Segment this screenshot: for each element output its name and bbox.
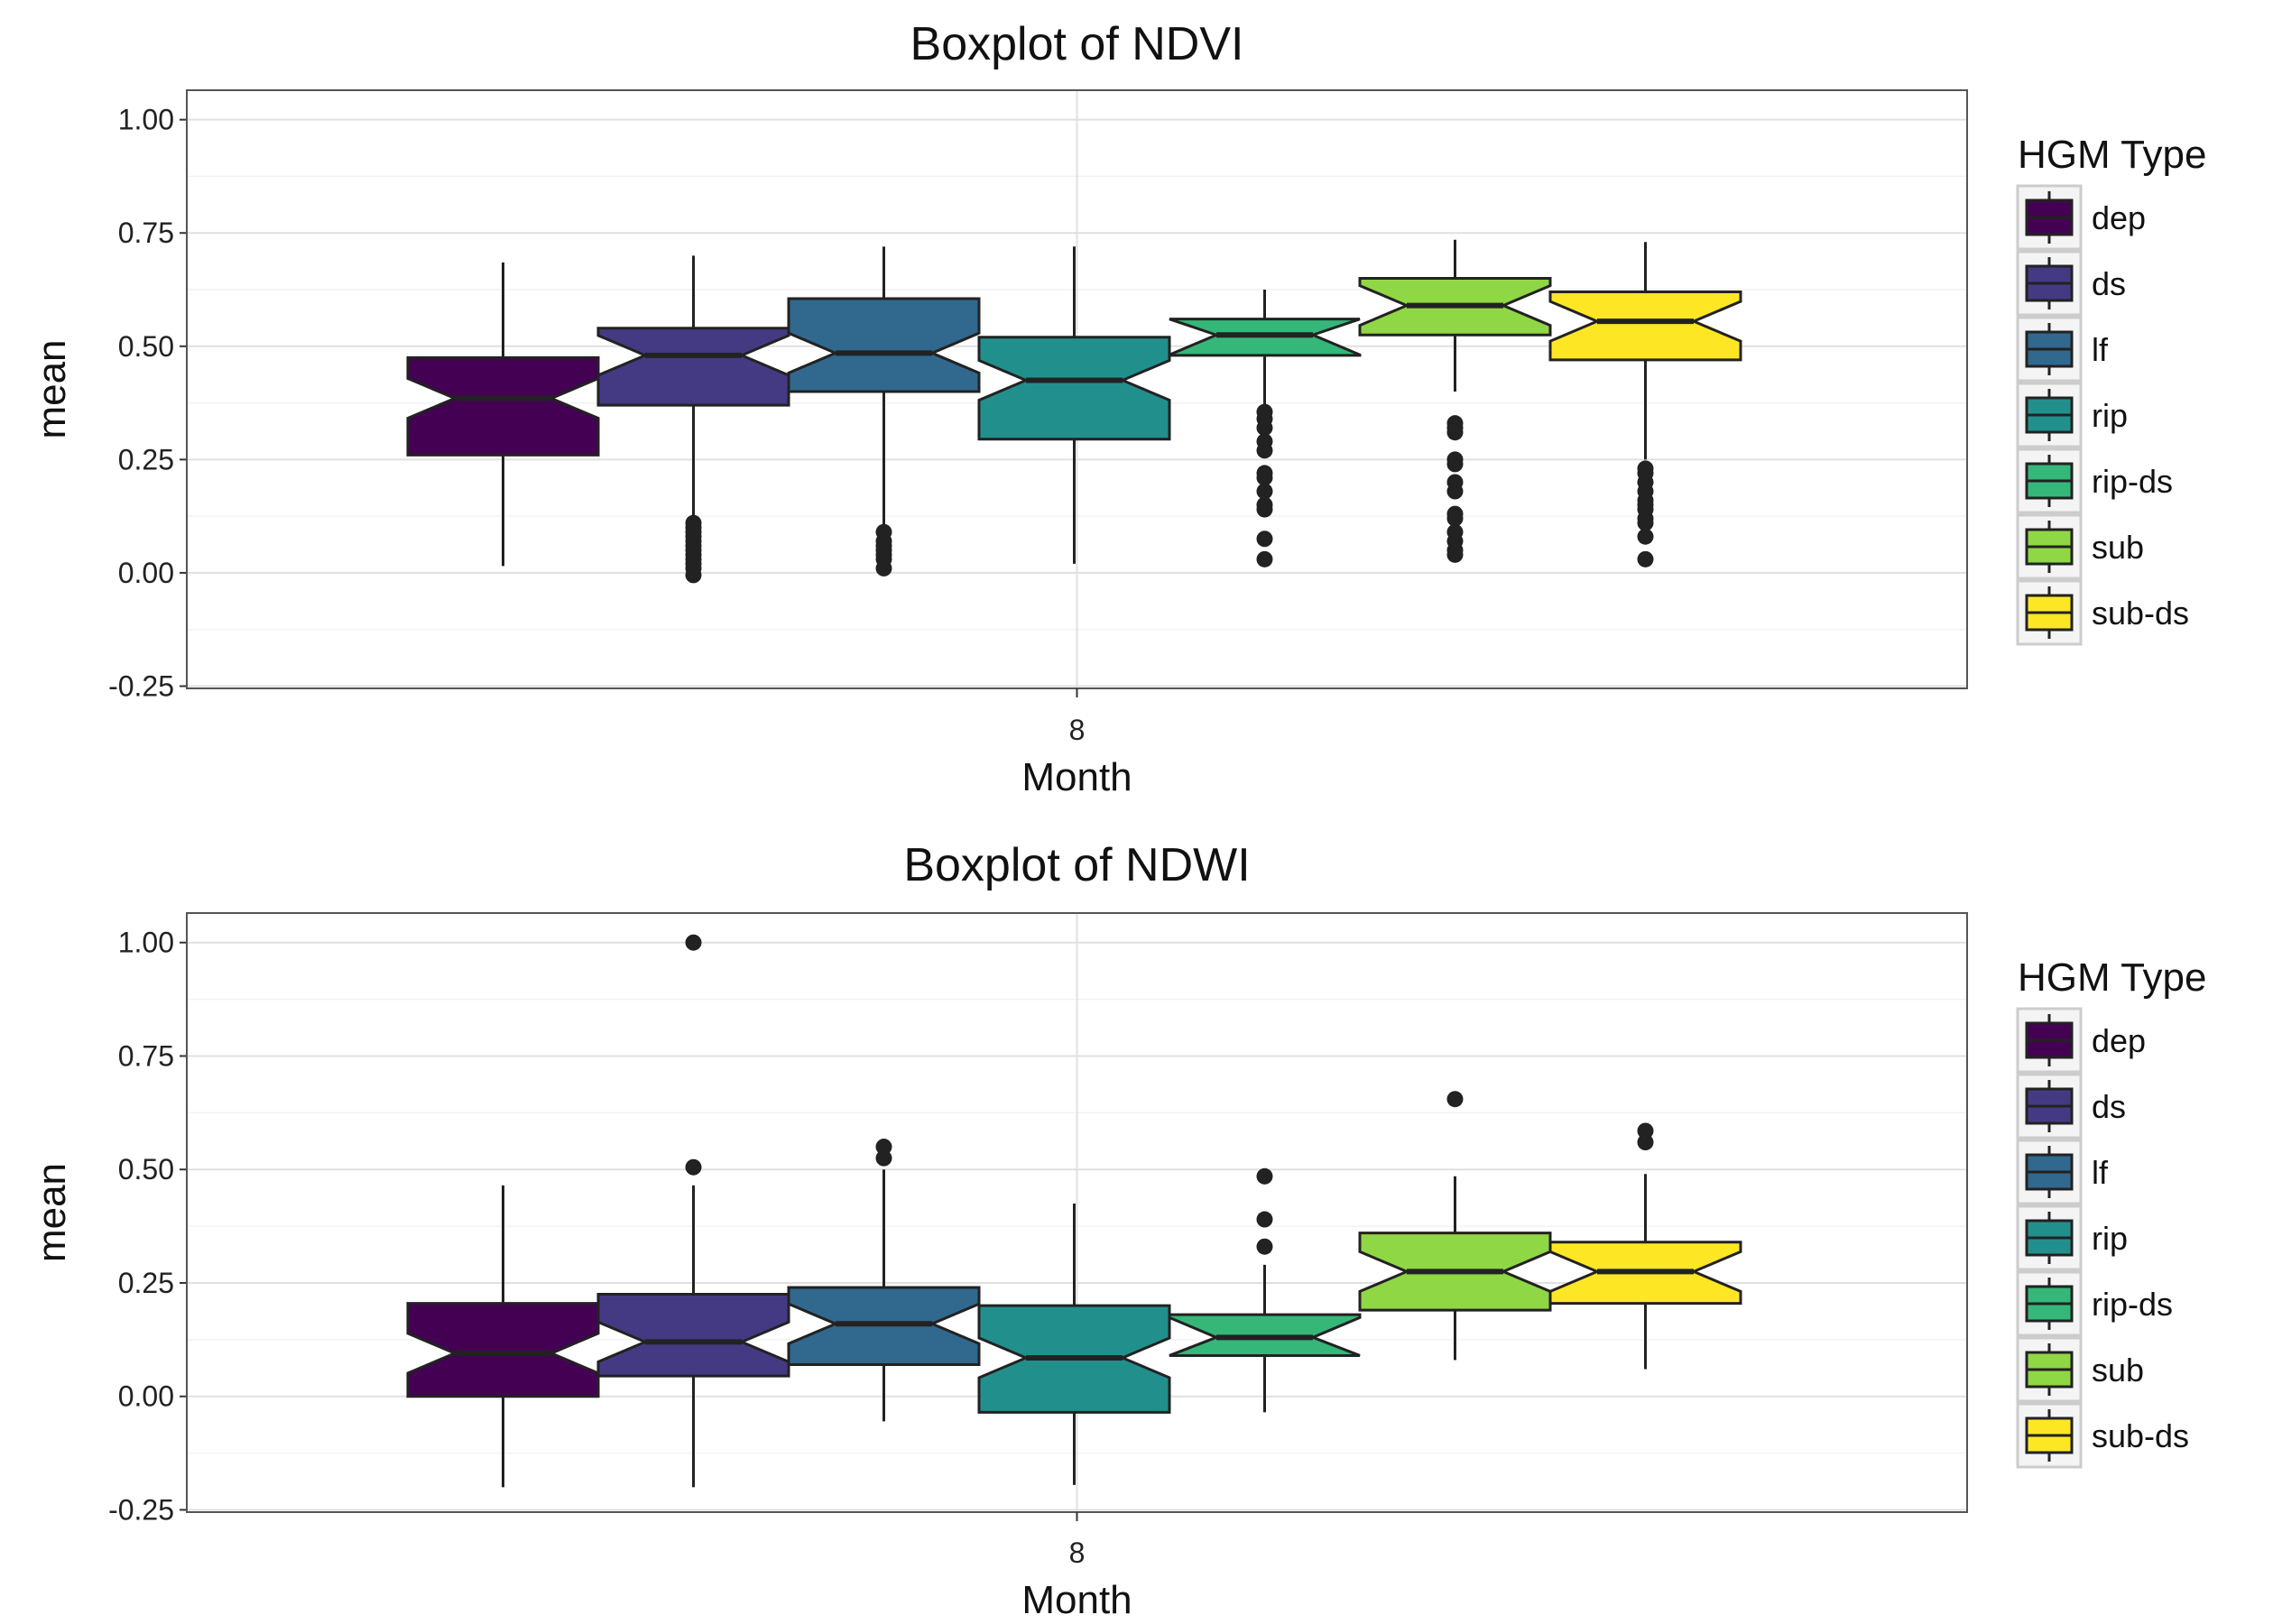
y-axis-title: mean <box>30 339 74 438</box>
box-ds <box>596 327 790 407</box>
outlier-point <box>1256 1238 1273 1255</box>
box-sub-ds <box>1548 291 1742 362</box>
outlier-point <box>1256 550 1273 567</box>
legend: HGM Type dep ds lf rip rip-ds sub sub-ds <box>2016 955 2206 1469</box>
outlier-point <box>1256 442 1273 459</box>
y-tick-label: -0.25 <box>108 669 174 702</box>
outlier-point <box>1256 420 1273 437</box>
outlier-point <box>875 559 892 577</box>
box-dep <box>406 355 600 457</box>
y-tick-label: -0.25 <box>108 1493 174 1526</box>
y-axis-title: mean <box>30 1163 74 1262</box>
chart-title: Boxplot of NDWI <box>903 839 1250 891</box>
outlier-point <box>1446 1091 1464 1108</box>
legend: HGM Type dep ds lf rip rip-ds sub sub-ds <box>2016 133 2206 646</box>
y-tick-label: 0.25 <box>118 1267 174 1299</box>
outlier-point <box>1256 531 1273 548</box>
y-tick-label: 0.75 <box>118 217 174 249</box>
x-tick-label: 8 <box>1069 714 1086 746</box>
box-ds <box>596 1293 790 1378</box>
y-tick-label: 0.50 <box>118 330 174 363</box>
legend-title: HGM Type <box>2018 133 2206 177</box>
legend-label-dep: dep <box>2092 199 2146 236</box>
ndwi-boxplot-panel: -0.25 0.00 0.25 0.50 0.75 1.00 8 Boxplot of NDW… <box>30 839 2206 1622</box>
legend-label-sub: sub <box>2092 1352 2144 1389</box>
outlier-point <box>685 1158 702 1176</box>
outlier-point <box>1446 510 1464 527</box>
outlier-point <box>1446 483 1464 500</box>
outlier-point <box>1256 1211 1273 1228</box>
outlier-point <box>1256 483 1273 500</box>
y-tick-label: 0.00 <box>118 1380 174 1413</box>
outlier-point <box>1446 456 1464 473</box>
outlier-point <box>1256 469 1273 486</box>
legend-label-ds: ds <box>2092 265 2126 302</box>
y-tick-label: 1.00 <box>118 927 174 959</box>
legend-label-rip-ds: rip-ds <box>2092 463 2173 500</box>
outlier-point <box>1256 1167 1273 1185</box>
legend-label-sub-ds: sub-ds <box>2092 595 2189 632</box>
x-axis-title: Month <box>1021 755 1132 799</box>
legend-label-rip-ds: rip-ds <box>2092 1286 2173 1323</box>
legend-label-rip: rip <box>2092 397 2128 434</box>
outlier-point <box>1637 514 1654 531</box>
outlier-point <box>1637 528 1654 545</box>
box-rip <box>977 336 1171 441</box>
ndvi-boxplot-panel: -0.25 0.00 0.25 0.50 0.75 1.00 8 Boxplot of NDV… <box>30 18 2206 799</box>
outlier-point <box>875 1139 892 1156</box>
y-tick-label: 0.25 <box>118 443 174 475</box>
outlier-point <box>875 1149 892 1167</box>
legend-label-sub-ds: sub-ds <box>2092 1417 2189 1454</box>
y-tick-label: 0.00 <box>118 557 174 589</box>
box-lf <box>787 297 981 393</box>
legend-label-lf: lf <box>2092 1154 2109 1191</box>
legend-label-dep: dep <box>2092 1022 2146 1059</box>
y-tick-label: 0.75 <box>118 1039 174 1072</box>
x-tick-label: 8 <box>1069 1536 1086 1569</box>
outlier-point <box>1256 501 1273 518</box>
legend-label-sub: sub <box>2092 529 2144 566</box>
x-axis-title: Month <box>1021 1578 1132 1622</box>
outlier-point <box>1637 1122 1654 1140</box>
outlier-point <box>1446 546 1464 563</box>
legend-label-ds: ds <box>2092 1088 2126 1125</box>
y-tick-label: 1.00 <box>118 104 174 136</box>
outlier-point <box>1637 1134 1654 1151</box>
legend-label-lf: lf <box>2092 331 2109 368</box>
legend-label-rip: rip <box>2092 1220 2128 1257</box>
legend-title: HGM Type <box>2018 955 2206 1000</box>
outlier-point <box>685 934 702 951</box>
outlier-point <box>1637 550 1654 567</box>
y-tick-label: 0.50 <box>118 1153 174 1186</box>
chart-title: Boxplot of NDVI <box>910 18 1244 70</box>
outlier-point <box>685 567 702 584</box>
outlier-point <box>1446 424 1464 441</box>
